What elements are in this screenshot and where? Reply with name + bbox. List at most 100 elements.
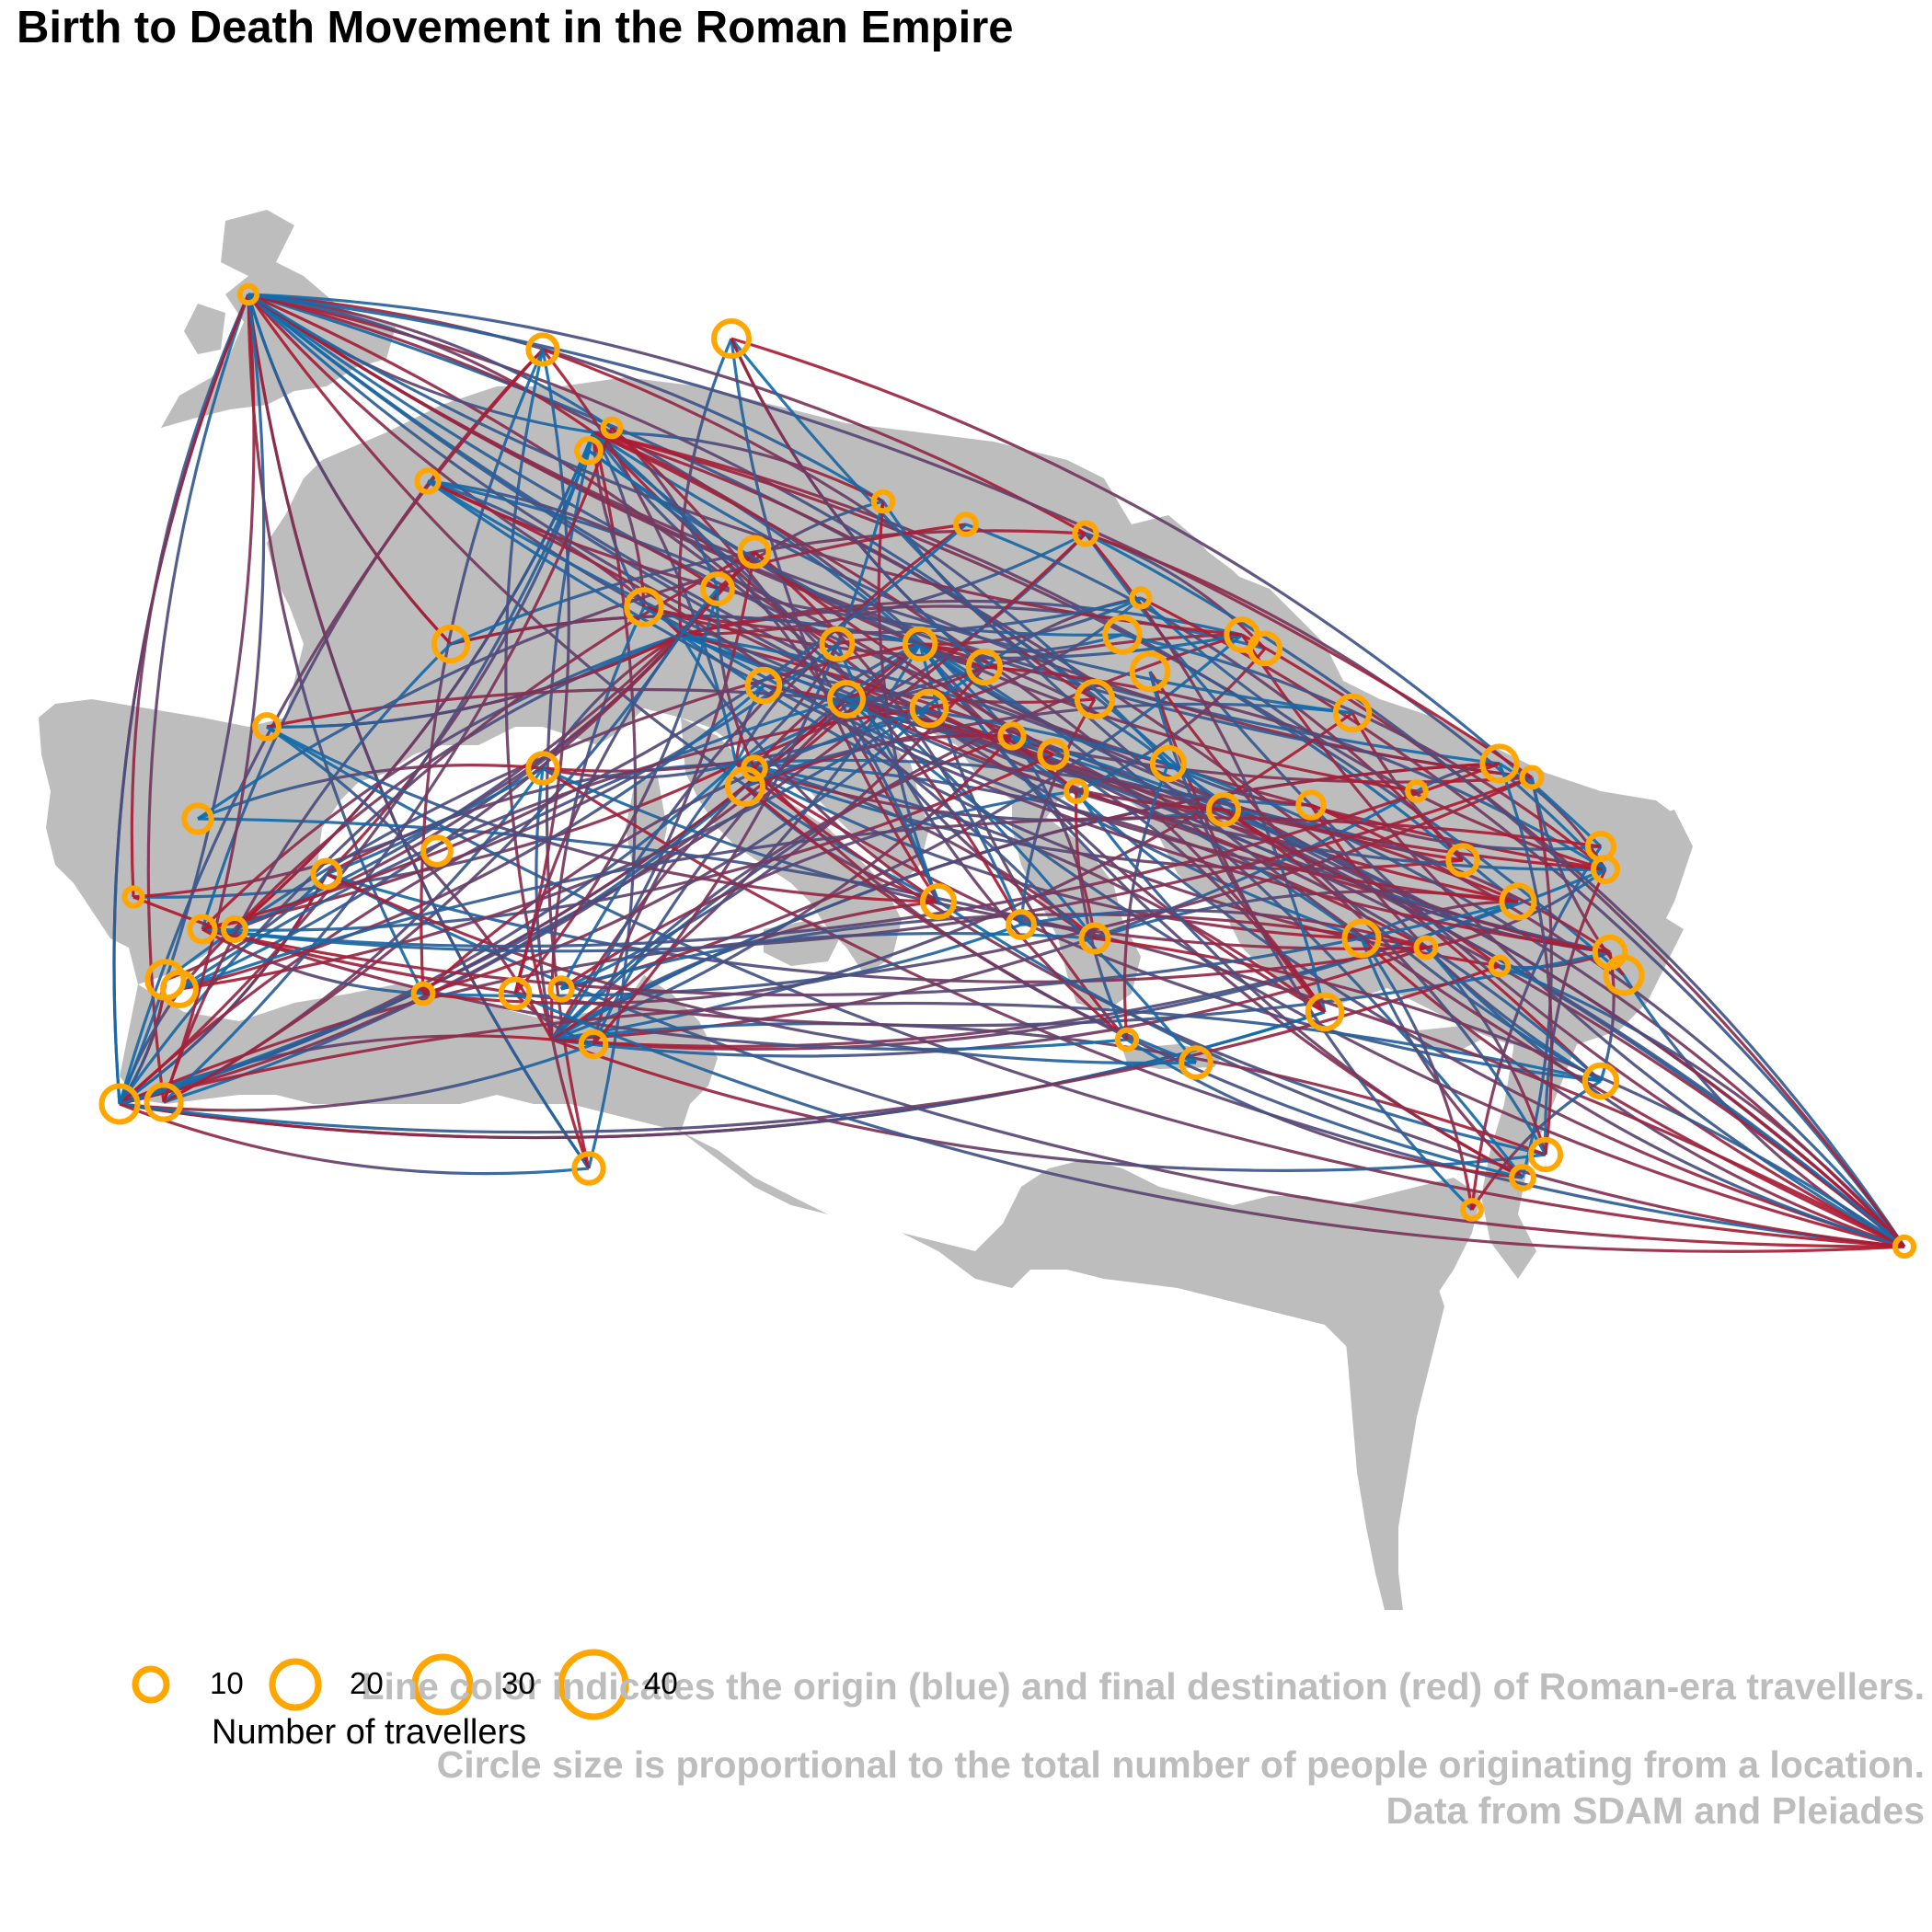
location-circle [498, 976, 533, 1011]
travel-line [845, 697, 1606, 871]
travel-line [1075, 647, 1267, 793]
travel-line [427, 479, 1606, 871]
travel-line [716, 588, 756, 769]
land-levant [1481, 975, 1582, 1279]
legend-title: Number of travellers [212, 1713, 527, 1752]
location-circles-layer [98, 282, 1917, 1259]
location-circle [571, 1151, 606, 1186]
travel-line [735, 762, 1363, 940]
travel-line [845, 697, 1225, 811]
location-circle [181, 802, 214, 835]
travel-line [178, 707, 930, 991]
travel-line [247, 293, 591, 1169]
travel-line [132, 895, 1128, 1052]
travel-line [1075, 790, 1524, 1179]
location-circle [1460, 1198, 1484, 1222]
location-circle [1341, 918, 1382, 959]
location-circle [1405, 779, 1429, 803]
travel-line [119, 1001, 1602, 1106]
travel-line [753, 550, 1023, 926]
travel-line [427, 479, 1611, 954]
location-circle [953, 512, 979, 537]
location-circle [187, 914, 218, 945]
travel-line [1360, 937, 1524, 1179]
location-circle [547, 975, 575, 1003]
travel-line [877, 500, 940, 903]
travel-line [420, 349, 545, 995]
location-circle [1295, 789, 1327, 821]
travel-line [247, 293, 1533, 779]
location-circle [431, 624, 471, 664]
location-circle [1519, 765, 1545, 790]
location-circle [1129, 586, 1153, 610]
travel-line [592, 500, 885, 1046]
location-circle [902, 626, 938, 662]
location-circle [578, 1029, 609, 1060]
travel-line [162, 642, 453, 1103]
travel-line [119, 1102, 590, 1176]
travel-line [730, 337, 1603, 848]
travel-line [1122, 763, 1170, 1041]
travel-line [422, 776, 1533, 998]
travel-line [266, 725, 554, 1041]
location-circle [236, 282, 260, 306]
travel-line [1084, 533, 1905, 1248]
caption-line-2: Circle size is proportional to the total… [436, 1743, 1925, 1786]
location-circle [525, 332, 560, 367]
location-circle [1206, 792, 1241, 827]
travel-line [551, 762, 1501, 1041]
location-circle [414, 467, 442, 495]
location-circle [1445, 843, 1480, 878]
location-circle [121, 885, 145, 909]
location-circle [1603, 954, 1645, 996]
travel-line [201, 927, 1611, 1028]
location-circle [725, 766, 765, 807]
location-circle [160, 970, 199, 1008]
location-circle [1892, 1234, 1917, 1259]
travel-line [730, 338, 986, 669]
travel-line [1498, 763, 1554, 1156]
travel-line [1075, 790, 1129, 1041]
travel-line [1241, 633, 1906, 1248]
location-circle [744, 666, 783, 705]
legend-circle-10 [132, 1665, 170, 1704]
travel-line [592, 431, 1465, 862]
travel-line [592, 431, 884, 503]
travel-line [201, 927, 424, 995]
caption-line-1: Line color indicates the origin (blue) a… [361, 1665, 1925, 1708]
location-circle [1129, 650, 1171, 693]
legend-label-40: 40 [644, 1666, 678, 1700]
travel-line [680, 633, 1906, 1248]
travel-line [247, 293, 884, 503]
location-circle [1078, 922, 1111, 955]
travel-line [744, 702, 1353, 788]
location-circle [1102, 615, 1143, 655]
travel-line [178, 665, 985, 991]
location-circle [1509, 1164, 1536, 1191]
legend-circle-40 [558, 1649, 629, 1720]
location-circle [1488, 954, 1512, 978]
location-circle [1072, 520, 1099, 547]
travel-line [542, 762, 737, 779]
location-circle [700, 571, 735, 606]
location-circle [1006, 909, 1037, 940]
travel-line [743, 785, 1524, 1179]
travel-line [1140, 596, 1906, 1248]
travel-line [427, 479, 719, 591]
legend-circles [132, 1649, 629, 1720]
location-circle [997, 721, 1027, 751]
travel-line [132, 766, 544, 899]
location-circle [711, 318, 752, 359]
location-circle [1479, 743, 1520, 784]
travel-line [928, 707, 1312, 807]
travel-line [118, 450, 591, 1106]
travel-line [845, 642, 922, 701]
travel-line [1470, 1079, 1602, 1211]
travel-line [835, 643, 1129, 1041]
travel-line [118, 927, 236, 1105]
travel-line [450, 529, 1087, 646]
location-circle [1527, 1136, 1564, 1173]
location-circle [252, 712, 282, 742]
travel-line [730, 338, 940, 903]
